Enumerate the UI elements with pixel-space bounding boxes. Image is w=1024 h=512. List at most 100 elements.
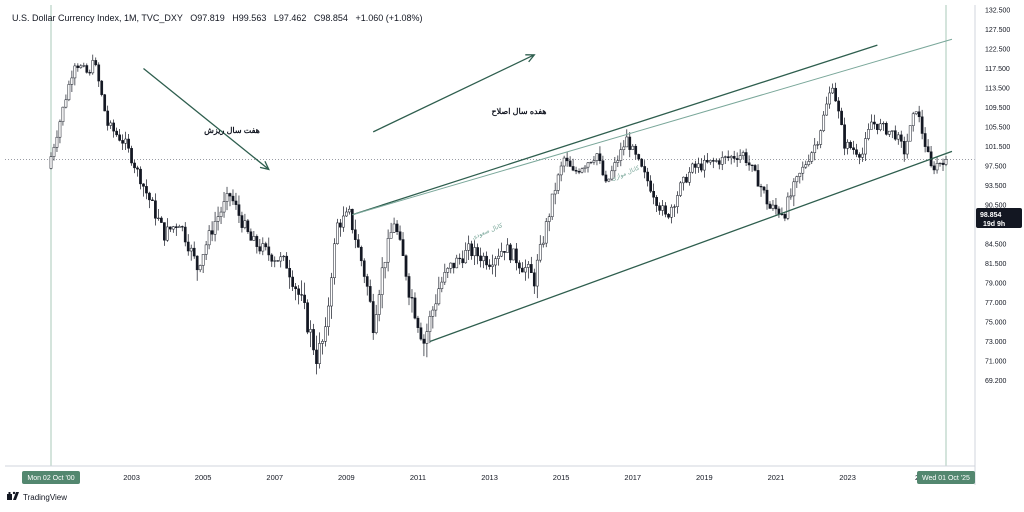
candle xyxy=(160,216,163,223)
candle xyxy=(419,322,423,341)
candle xyxy=(154,193,157,226)
candle xyxy=(434,294,438,317)
x-tick-label: 2017 xyxy=(624,473,641,482)
candle xyxy=(82,62,86,68)
candle xyxy=(479,247,482,268)
candle xyxy=(631,144,635,151)
x-tick-label: 2011 xyxy=(410,473,426,482)
candle xyxy=(142,183,145,197)
ohlc-low: L97.462 xyxy=(274,13,307,23)
candle xyxy=(234,192,238,210)
x-tick-label: 2019 xyxy=(696,473,713,482)
candle xyxy=(225,186,229,211)
candle xyxy=(201,254,205,273)
candle xyxy=(762,186,766,194)
candle xyxy=(118,129,121,142)
candle xyxy=(723,155,727,165)
y-tick-label: 109.500 xyxy=(985,105,1010,112)
candle xyxy=(383,261,387,279)
candle xyxy=(828,86,831,109)
candle xyxy=(941,158,945,171)
candle xyxy=(923,127,927,153)
candle xyxy=(222,192,226,218)
candle xyxy=(166,218,169,242)
last-price-label-bg xyxy=(976,208,1022,228)
candle xyxy=(73,63,77,86)
candle xyxy=(207,225,211,250)
candle xyxy=(694,160,697,174)
candle xyxy=(646,167,650,187)
trend-lines xyxy=(143,38,953,343)
symbol-name: U.S. Dollar Currency Index, 1M, TVC_DXY xyxy=(12,13,183,23)
candle xyxy=(610,165,614,181)
arrow-down-line[interactable] xyxy=(143,67,270,171)
candle xyxy=(374,304,378,335)
time-axis[interactable]: 2003 2005 2007 2009 2011 2013 2015 2017 2019 2021… xyxy=(123,473,923,482)
candle xyxy=(163,222,166,246)
candle xyxy=(643,160,647,179)
candle xyxy=(130,145,133,166)
candle xyxy=(503,251,506,261)
channel-mid-line[interactable] xyxy=(352,38,953,216)
candle xyxy=(744,148,748,166)
candle xyxy=(464,242,468,264)
candle xyxy=(258,238,262,255)
candle xyxy=(938,162,942,167)
candle xyxy=(270,253,274,267)
candle xyxy=(810,151,814,165)
candle xyxy=(944,155,948,167)
lower-channel-label[interactable]: کانال صعودی xyxy=(471,222,504,241)
candle xyxy=(446,267,450,279)
candle xyxy=(619,142,623,167)
candle xyxy=(183,222,187,247)
candle xyxy=(461,250,465,269)
candle xyxy=(890,130,894,139)
decline-annotation[interactable]: هفت سال ریزش xyxy=(204,126,260,136)
candle xyxy=(902,136,906,162)
candle xyxy=(708,160,712,165)
candle xyxy=(685,173,688,184)
candle xyxy=(339,218,342,237)
candle xyxy=(780,207,784,216)
price-axis[interactable]: 132.500 127.500 122.500 117.500 113.500 109.5… xyxy=(985,8,1010,386)
candle xyxy=(204,240,208,261)
candle xyxy=(911,111,915,132)
candle xyxy=(353,219,357,249)
candle xyxy=(362,258,366,284)
arrow-up-line[interactable] xyxy=(372,54,536,133)
y-tick-label: 73.000 xyxy=(985,339,1007,346)
candle xyxy=(705,153,709,164)
candle xyxy=(336,218,339,245)
candle xyxy=(893,125,897,141)
candle xyxy=(386,229,390,272)
candle xyxy=(786,192,790,221)
ohlc-open: O97.819 xyxy=(190,13,225,23)
candle xyxy=(753,164,757,172)
y-tick-label: 122.500 xyxy=(985,47,1010,54)
candle xyxy=(747,155,751,171)
candle xyxy=(425,323,429,358)
candles xyxy=(49,54,948,375)
candle xyxy=(177,224,181,228)
channel-lower-line[interactable] xyxy=(429,150,953,343)
candle xyxy=(506,238,509,253)
candle xyxy=(732,150,736,163)
channel-upper-line[interactable] xyxy=(352,44,878,216)
candle xyxy=(401,232,405,256)
candle xyxy=(237,195,241,224)
candle xyxy=(607,178,611,183)
tradingview-logo[interactable]: TradingView xyxy=(7,491,67,502)
candle xyxy=(79,64,83,69)
y-tick-label: 93.500 xyxy=(985,183,1007,190)
candle xyxy=(88,69,92,76)
candle xyxy=(541,236,545,248)
candle xyxy=(255,234,259,254)
candle xyxy=(637,153,641,161)
ohlc-high: H99.563 xyxy=(232,13,266,23)
candle xyxy=(70,70,74,92)
correction-annotation[interactable]: هفده سال اصلاح xyxy=(491,107,546,117)
candle xyxy=(661,199,664,216)
candle xyxy=(864,131,867,161)
candle xyxy=(195,255,199,281)
